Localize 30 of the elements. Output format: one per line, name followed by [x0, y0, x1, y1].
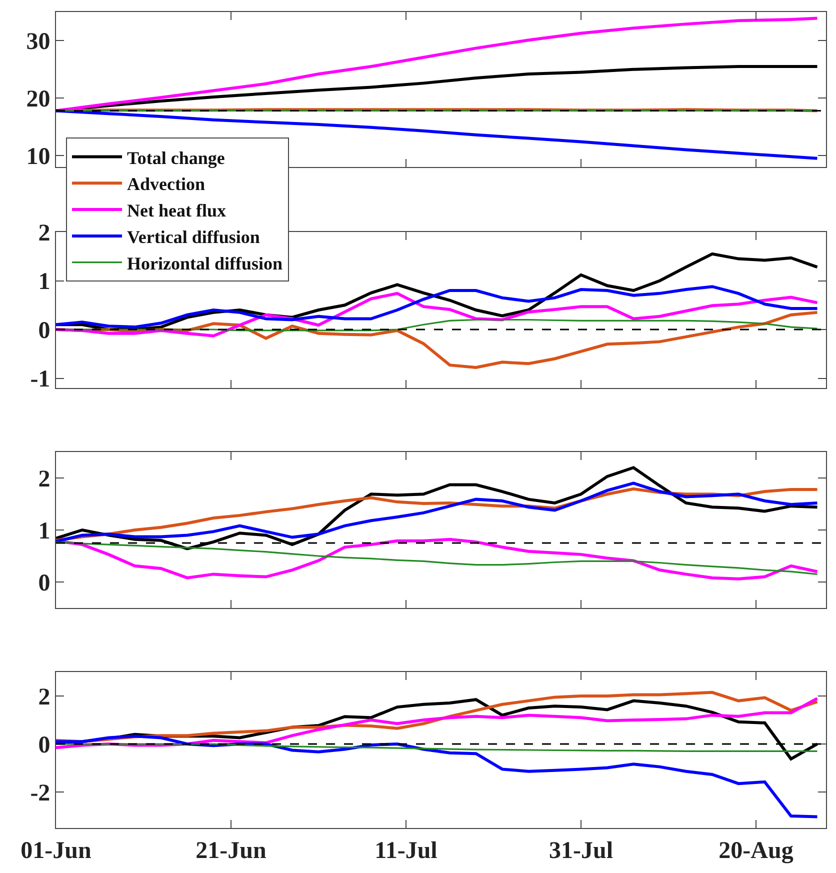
legend-label: Net heat flux	[127, 200, 226, 221]
y-tick-label: 0	[38, 732, 50, 758]
y-tick-label: 0	[38, 570, 50, 596]
x-tick-label: 31-Jul	[548, 838, 614, 864]
y-tick-label: 10	[26, 144, 50, 170]
legend-label: Total change	[127, 148, 225, 168]
line-series	[56, 285, 819, 329]
line-series	[56, 466, 819, 550]
x-tick-label: 20-Aug	[718, 838, 794, 864]
y-tick-label: 1	[38, 518, 50, 544]
x-tick-label: 11-Jul	[374, 838, 438, 864]
legend-label: Horizontal diffusion	[127, 253, 283, 274]
x-tick-label: 01-Jun	[20, 838, 92, 864]
y-tick-label: 30	[26, 29, 50, 56]
y-tick-label: -1	[30, 366, 50, 393]
line-series	[56, 743, 818, 752]
y-tick-label: 20	[26, 86, 50, 113]
legend-label: Vertical diffusion	[127, 226, 260, 247]
y-tick-label: 2	[38, 684, 50, 710]
y-tick-label: 0	[38, 318, 50, 344]
x-tick-label: 21-Jun	[196, 838, 266, 864]
y-tick-label: -2	[30, 780, 50, 806]
line-series	[56, 318, 818, 332]
line-series	[56, 542, 818, 575]
legend-label: Advection	[127, 174, 206, 194]
y-tick-label: 2	[38, 466, 50, 492]
y-tick-label: 1	[38, 269, 50, 296]
line-series	[56, 16, 819, 112]
y-tick-label: 2	[38, 220, 50, 246]
line-series	[56, 538, 819, 580]
